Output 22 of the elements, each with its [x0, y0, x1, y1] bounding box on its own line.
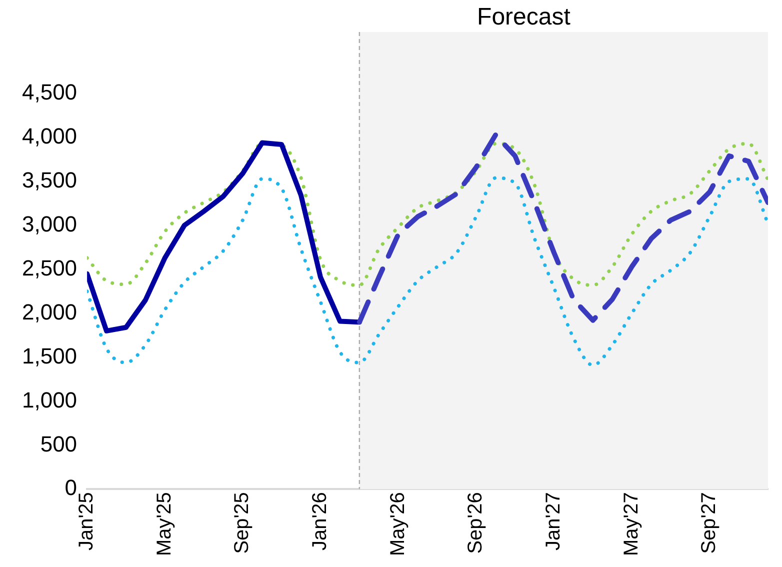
y-tick-label: 4,000 — [22, 124, 78, 149]
y-tick-label: 3,500 — [22, 168, 78, 193]
x-tick-label: May'27 — [620, 492, 642, 556]
y-tick-label: 1,000 — [22, 387, 78, 412]
y-tick-label: 3,000 — [22, 211, 78, 236]
y-tick-label: 1,500 — [22, 343, 78, 368]
y-tick-label: 2,500 — [22, 255, 78, 280]
x-tick-label: Jan'27 — [542, 492, 565, 550]
band-label: Forecast — [477, 4, 571, 31]
y-tick-label: 4,500 — [22, 80, 78, 105]
x-tick-label: May'25 — [153, 492, 176, 556]
x-tick-label: May'26 — [386, 492, 409, 556]
x-tick-label: Sep'25 — [231, 492, 254, 554]
y-tick-label: 2,000 — [22, 299, 78, 324]
x-tick-label: Sep'27 — [698, 492, 720, 554]
y-tick-label: 500 — [40, 431, 78, 456]
x-tick-label: Sep'26 — [464, 492, 487, 554]
x-tick-label: Jan'25 — [76, 492, 98, 550]
x-tick-label: Jan'26 — [309, 492, 332, 550]
line-series — [87, 142, 768, 287]
line-series — [87, 176, 768, 367]
y-tick-label: 0 — [64, 475, 78, 500]
